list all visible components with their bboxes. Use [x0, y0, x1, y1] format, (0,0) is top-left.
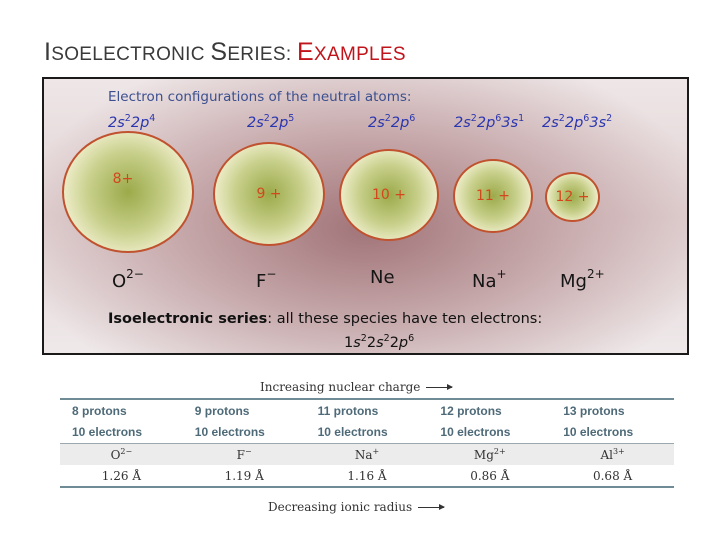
- table-cell: 10 electrons: [60, 421, 183, 444]
- right-arrow-icon: [426, 384, 454, 390]
- config-fluorine: 2s22p5: [247, 113, 295, 131]
- nuclear-charge: 12 +: [555, 189, 590, 205]
- isoelectronic-figure: Electron configurations of the neutral a…: [42, 77, 689, 355]
- right-arrow-icon: [418, 504, 446, 510]
- title-cap: E: [297, 38, 314, 66]
- nuclear-charge: 8+: [112, 171, 134, 187]
- atom-oxygen-ion: 8+: [62, 131, 194, 253]
- slide-title: ISOELECTRONIC SERIES: EXAMPLES: [44, 38, 406, 67]
- increasing-nuclear-charge-label: Increasing nuclear charge: [260, 380, 454, 394]
- table-cell: 10 electrons: [428, 421, 552, 444]
- table-cell: Al3+: [551, 443, 674, 465]
- table-cell: 0.68 Å: [551, 465, 674, 487]
- title-cap: I: [44, 38, 52, 66]
- table-cell: 0.86 Å: [428, 465, 552, 487]
- species-label-magnesium: Mg2+: [560, 267, 605, 292]
- figure-heading: Electron configurations of the neutral a…: [108, 89, 412, 105]
- table-cell: 10 electrons: [305, 421, 429, 444]
- table-row-ions: O2− F− Na+ Mg2+ Al3+: [60, 443, 674, 465]
- atom-neon: 10 +: [339, 149, 439, 241]
- config-neon: 2s22p6: [368, 113, 416, 131]
- table-cell: 13 protons: [563, 403, 625, 418]
- atom-magnesium-ion: 12 +: [545, 172, 600, 222]
- table-cell: Mg2+: [428, 443, 552, 465]
- title-cap: S: [210, 38, 228, 66]
- table-row-radii: 1.26 Å 1.19 Å 1.16 Å 0.86 Å 0.68 Å: [60, 465, 674, 487]
- species-label-oxide: O2−: [112, 267, 144, 292]
- table-cell: 12 protons: [440, 403, 502, 418]
- config-magnesium: 2s22p63s2: [542, 113, 613, 131]
- table-cell: 10 electrons: [182, 421, 306, 444]
- table-cell: O2−: [60, 443, 183, 465]
- decreasing-ionic-radius-label: Decreasing ionic radius: [268, 500, 446, 514]
- atom-sodium-ion: 11 +: [453, 159, 533, 233]
- title-text: XAMPLES: [314, 44, 406, 65]
- table-cell: 10 electrons: [551, 421, 674, 444]
- table-cell: 1.26 Å: [60, 465, 183, 487]
- nuclear-charge: 10 +: [372, 187, 406, 203]
- nuclear-charge: 11 +: [476, 188, 510, 204]
- table-cell: 11 protons: [317, 403, 379, 418]
- figure-caption: Isoelectronic series: all these species …: [108, 311, 543, 327]
- ion-comparison-table: 8 protons 9 protons 11 protons 12 proton…: [60, 398, 674, 488]
- title-text: ERIES:: [227, 44, 298, 65]
- table-cell: 1.19 Å: [182, 465, 306, 487]
- table-row-electrons: 10 electrons 10 electrons 10 electrons 1…: [60, 421, 674, 444]
- species-label-fluoride: F−: [256, 267, 277, 292]
- nuclear-charge: 9 +: [256, 186, 282, 202]
- title-text: SOELECTRONIC: [51, 44, 211, 65]
- caption-configuration: 1s22s22p6: [344, 333, 415, 351]
- table-cell: F−: [182, 443, 306, 465]
- table-cell: 8 protons: [72, 403, 127, 418]
- table-row-protons: 8 protons 9 protons 11 protons 12 proton…: [60, 399, 674, 421]
- config-sodium: 2s22p63s1: [454, 113, 525, 131]
- config-oxygen: 2s22p4: [108, 113, 156, 131]
- species-label-sodium: Na+: [472, 267, 507, 292]
- species-label-neon: Ne: [370, 267, 395, 288]
- table-cell: 1.16 Å: [305, 465, 429, 487]
- atom-fluorine-ion: 9 +: [213, 142, 325, 246]
- table-cell: 9 protons: [194, 403, 250, 418]
- table-cell: Na+: [305, 443, 429, 465]
